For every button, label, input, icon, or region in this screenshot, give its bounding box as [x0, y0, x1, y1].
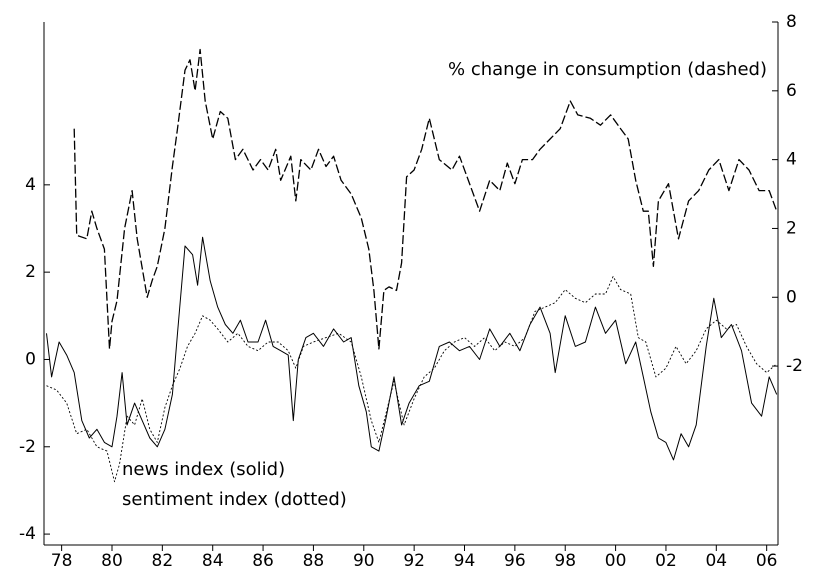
y2-tick-label: 2	[786, 218, 797, 238]
series-line	[46, 276, 777, 483]
x-tick-label: 78	[51, 551, 73, 571]
y-tick-label: 4	[25, 175, 36, 195]
x-tick-label: 96	[504, 551, 526, 571]
series-annotation: % change in consumption (dashed)	[448, 59, 767, 80]
y-tick-label: -4	[19, 524, 36, 544]
x-tick-label: 84	[202, 551, 224, 571]
x-tick-label: 88	[303, 551, 325, 571]
y-tick-label: -2	[19, 437, 36, 457]
x-tick-label: 92	[403, 551, 425, 571]
x-tick-label: 80	[101, 551, 123, 571]
x-tick-label: 86	[252, 551, 274, 571]
y2-tick-label: 0	[786, 287, 797, 307]
series-line	[73, 48, 778, 350]
x-tick-label: 94	[454, 551, 476, 571]
y2-tick-label: -2	[786, 356, 803, 376]
x-tick-label: 90	[353, 551, 375, 571]
x-tick-label: 98	[554, 551, 576, 571]
x-tick-label: 06	[756, 551, 778, 571]
x-tick-label: 02	[655, 551, 677, 571]
x-tick-label: 82	[152, 551, 174, 571]
series-annotation: sentiment index (dotted)	[122, 489, 347, 510]
series-annotation: news index (solid)	[122, 459, 285, 480]
series-line	[46, 236, 778, 461]
y2-tick-label: 6	[786, 81, 797, 101]
x-tick-label: 04	[705, 551, 727, 571]
y-tick-label: 0	[25, 349, 36, 369]
y-tick-label: 2	[25, 262, 36, 282]
x-tick-label: 00	[605, 551, 627, 571]
y2-tick-label: 8	[786, 12, 797, 32]
y2-tick-label: 4	[786, 150, 797, 170]
